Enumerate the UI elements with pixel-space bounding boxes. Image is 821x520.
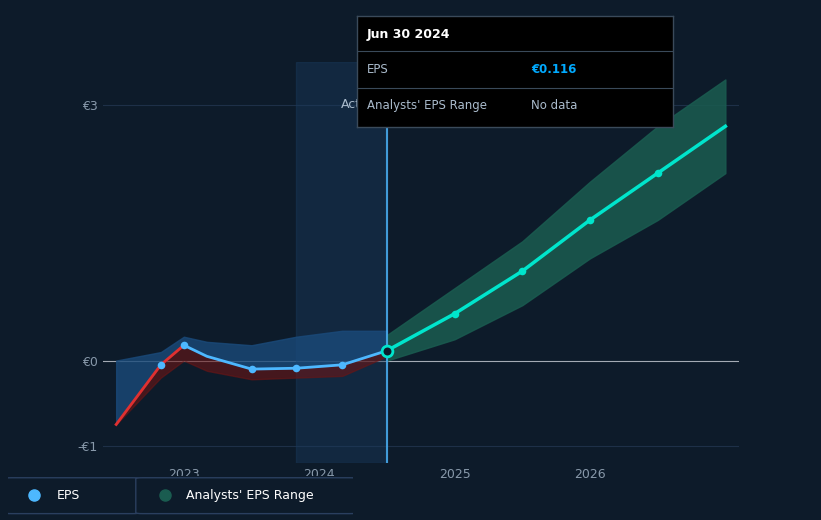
Text: Analysts' EPS Range: Analysts' EPS Range bbox=[367, 98, 487, 111]
Point bbox=[245, 365, 258, 373]
Text: EPS: EPS bbox=[57, 489, 80, 502]
Text: No data: No data bbox=[531, 98, 577, 111]
Point bbox=[448, 309, 461, 318]
Text: Analysts Forecasts: Analysts Forecasts bbox=[394, 98, 510, 111]
Text: Actual: Actual bbox=[341, 98, 380, 111]
Point bbox=[177, 341, 190, 349]
Point bbox=[651, 169, 664, 177]
Text: EPS: EPS bbox=[367, 63, 388, 76]
Point bbox=[516, 267, 529, 275]
Point bbox=[336, 361, 349, 369]
Point bbox=[380, 346, 393, 355]
Text: Jun 30 2024: Jun 30 2024 bbox=[367, 28, 450, 41]
Point bbox=[584, 216, 597, 224]
FancyBboxPatch shape bbox=[5, 478, 140, 514]
Text: Analysts' EPS Range: Analysts' EPS Range bbox=[186, 489, 314, 502]
Point bbox=[290, 364, 303, 372]
FancyBboxPatch shape bbox=[135, 478, 356, 514]
Point bbox=[154, 361, 167, 369]
Bar bbox=[296, 62, 387, 463]
Text: €0.116: €0.116 bbox=[531, 63, 576, 76]
